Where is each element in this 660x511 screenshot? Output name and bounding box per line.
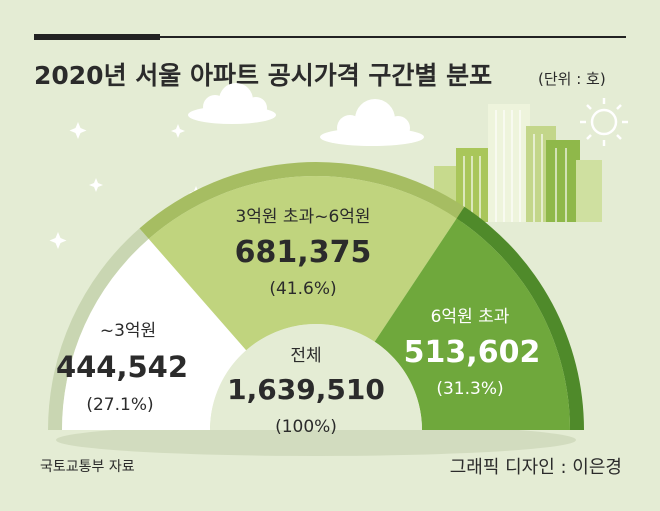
total-value: 1,639,510 (227, 373, 385, 406)
value-label: 513,602 (404, 335, 541, 370)
percent-label: (41.6%) (269, 279, 336, 299)
segment-low (62, 238, 247, 430)
label-group-low: ~3억원 444,542 (27.1%) (56, 321, 188, 415)
center-hole (210, 324, 422, 430)
unit-label: (단위 : 호) (538, 70, 606, 88)
title-rule-thin (160, 36, 626, 38)
donut-segments (48, 162, 584, 430)
sun-icon (580, 98, 628, 146)
category-label: 6억원 초과 (431, 307, 510, 327)
percent-label: (27.1%) (86, 395, 153, 415)
cloud-icon (320, 99, 424, 146)
source-label: 국토교통부 자료 (40, 459, 135, 475)
total-label: 전체 (290, 346, 321, 366)
value-label: 681,375 (235, 235, 372, 270)
total-percent: (100%) (275, 417, 337, 437)
percent-label: (31.3%) (436, 379, 503, 399)
value-label: 444,542 (56, 350, 188, 384)
segment-high (374, 218, 570, 430)
credit-label: 그래픽 디자인 : 이은경 (450, 457, 622, 478)
segment-mid-rim (139, 162, 465, 239)
category-label: ~3억원 (100, 321, 156, 341)
segment-low-rim (48, 228, 149, 430)
label-group-total: 전체 1,639,510 (100%) (227, 346, 385, 437)
category-label: 3억원 초과~6억원 (235, 207, 370, 227)
segment-mid (148, 176, 457, 351)
cloud-icon (188, 83, 276, 124)
ground-shadow (56, 424, 576, 456)
title-rule-thick (34, 34, 160, 40)
buildings-illustration (434, 104, 602, 222)
segment-high-rim (456, 206, 584, 430)
chart-title: 2020년 서울 아파트 공시가격 구간별 분포 (34, 61, 492, 90)
label-group-mid: 3억원 초과~6억원 681,375 (41.6%) (235, 207, 372, 299)
label-group-high: 6억원 초과 513,602 (31.3%) (404, 307, 541, 399)
